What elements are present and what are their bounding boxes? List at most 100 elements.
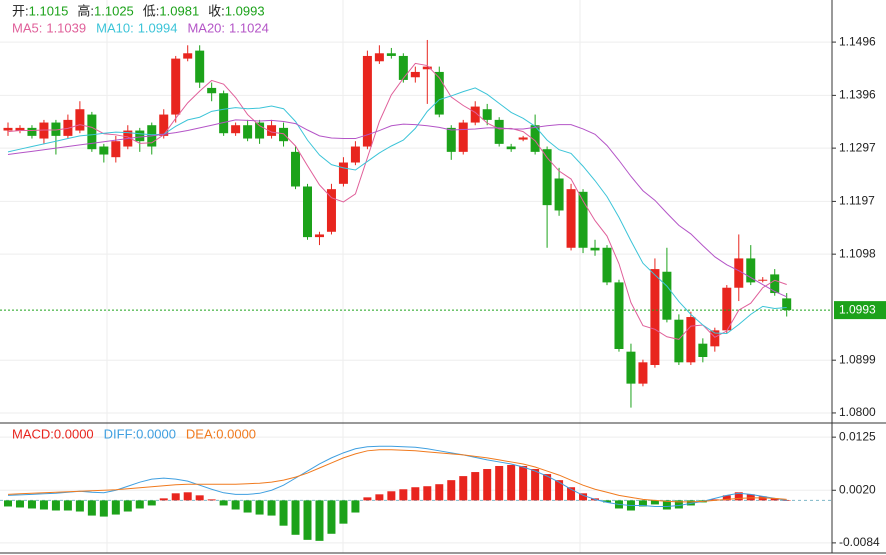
macd-bar <box>171 493 180 501</box>
macd-bar <box>519 465 528 501</box>
candle-body <box>602 247 612 283</box>
ma-value: 1.0994 <box>138 20 178 35</box>
macd-line <box>7 449 787 503</box>
y-tick-label: 1.1098 <box>839 246 876 260</box>
candle-body <box>758 279 768 281</box>
candle-body <box>458 122 468 152</box>
macd-bar <box>123 500 132 512</box>
macd-bar <box>483 469 492 501</box>
macd-bar <box>4 500 12 507</box>
macd-bar <box>471 472 480 501</box>
legend-value: 0.0000 <box>136 426 176 441</box>
macd-bar <box>315 500 324 541</box>
candle-body <box>554 178 564 211</box>
macd-bar <box>183 492 192 501</box>
header-label: 低: <box>143 3 160 18</box>
macd-bar <box>15 500 24 508</box>
macd-bar <box>27 500 36 509</box>
candle-body <box>446 127 456 152</box>
candle-body <box>279 127 289 142</box>
ma-line <box>7 87 787 335</box>
macd-bar <box>99 500 108 517</box>
candle-body <box>566 189 576 248</box>
macd-bar <box>291 500 300 535</box>
candle-body <box>674 319 684 363</box>
macd-bar <box>267 500 276 516</box>
candle-body <box>662 271 672 320</box>
y-tick-label: 1.1496 <box>839 34 876 48</box>
macd-bar <box>243 500 252 513</box>
header-label: 高: <box>77 3 94 18</box>
macd-bar <box>782 500 791 501</box>
macd-bar <box>327 500 336 534</box>
macd-bar <box>351 500 360 513</box>
macd-bar <box>603 500 611 503</box>
candle-body <box>530 125 540 152</box>
candle-body <box>159 114 169 136</box>
macd-bar <box>746 494 755 501</box>
candle-body <box>686 317 696 363</box>
candle-body <box>338 162 348 184</box>
macd-bar <box>279 500 288 526</box>
macd-bar <box>303 500 312 540</box>
y-tick-label: 0.0020 <box>839 482 876 496</box>
candle-body <box>494 119 504 144</box>
candle-body <box>111 141 121 158</box>
macd-bar <box>159 498 168 501</box>
macd-bar <box>758 496 767 501</box>
candle-body <box>542 149 552 206</box>
macd-bar <box>231 500 240 510</box>
candle-body <box>722 287 732 331</box>
y-tick-label: 1.0899 <box>839 352 876 366</box>
macd-bar <box>39 500 48 510</box>
macd-label: MACD: <box>12 426 54 441</box>
candle-body <box>374 53 384 62</box>
candle-body <box>698 343 708 357</box>
macd-bar <box>375 494 384 501</box>
candle-body <box>291 151 301 187</box>
candle-body <box>506 146 516 150</box>
legend-value: 0.0000 <box>216 426 256 441</box>
candle-body <box>386 53 396 56</box>
macd-bar <box>567 487 576 501</box>
header-label: 收: <box>208 3 225 18</box>
candle-body <box>782 298 792 311</box>
candle-body <box>734 258 744 288</box>
candle-body <box>470 106 480 123</box>
candle-body <box>195 50 205 83</box>
candle-body <box>434 71 444 115</box>
candle-body <box>267 125 277 136</box>
candle-body <box>350 146 360 163</box>
header-value: 1.1025 <box>94 3 134 18</box>
macd-bar <box>363 497 372 501</box>
macd-bar <box>710 499 719 501</box>
last-price-label: 1.0993 <box>839 302 876 316</box>
macd-bar <box>650 500 659 505</box>
macd-bar <box>255 500 264 515</box>
candle-body <box>27 127 37 136</box>
macd-bar <box>423 486 432 501</box>
macd-bar <box>579 493 588 501</box>
candle-body <box>51 122 61 136</box>
candle-body <box>87 114 97 150</box>
macd-bar <box>674 500 683 509</box>
candle-body <box>231 125 241 134</box>
ma-value: 1.1024 <box>229 20 269 35</box>
y-tick-label: 1.1197 <box>839 194 875 208</box>
macd-bar <box>207 499 216 501</box>
macd-bar <box>734 492 743 501</box>
legend-label: DEA: <box>186 426 216 441</box>
ma-line <box>7 62 787 340</box>
candle-body <box>398 55 408 80</box>
macd-bar <box>722 495 731 501</box>
candle-body <box>410 71 420 78</box>
macd-bar <box>399 489 408 501</box>
y-tick-label: 1.0800 <box>839 405 876 419</box>
candle-body <box>39 122 49 139</box>
macd-bar <box>531 469 540 501</box>
macd-bar <box>638 500 647 507</box>
candle-body <box>219 93 229 134</box>
macd-bar <box>339 500 348 524</box>
macd-bar <box>63 500 72 511</box>
